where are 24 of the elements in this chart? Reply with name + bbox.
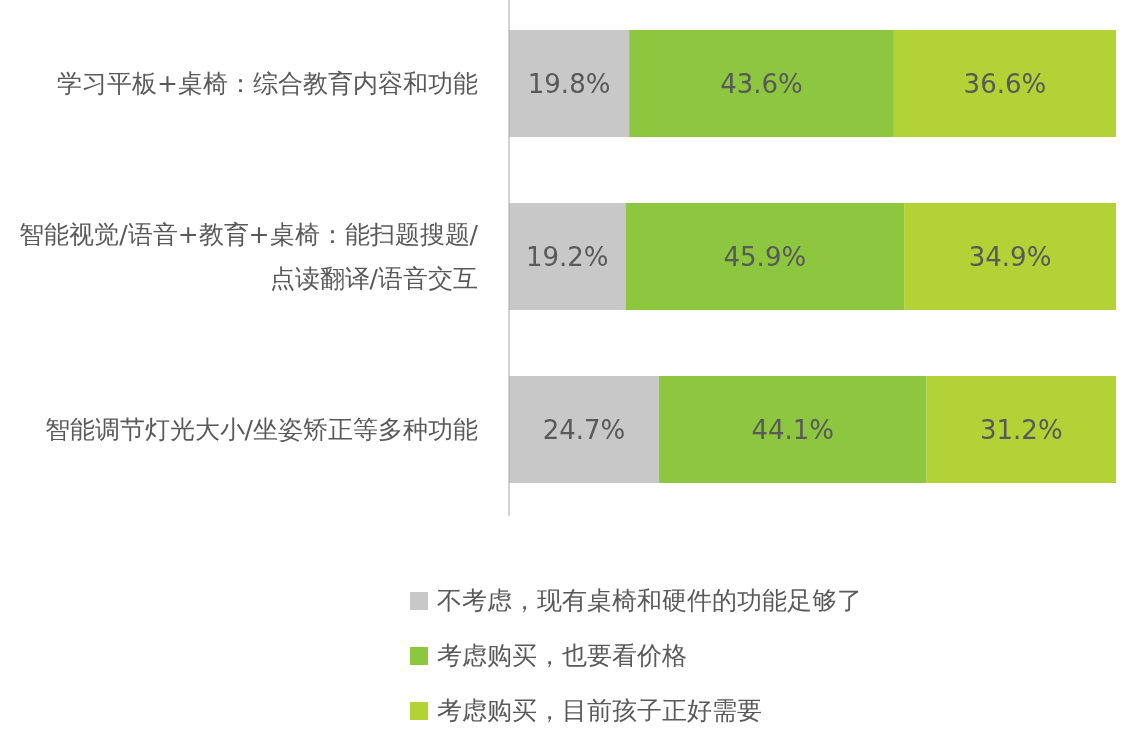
bar <box>509 203 626 310</box>
y-tick-label: 学习平板+桌椅：综合教育内容和功能 <box>56 67 478 100</box>
data-label: 19.2% <box>525 241 609 272</box>
bar <box>658 376 927 483</box>
bar <box>509 376 659 483</box>
bar <box>625 203 905 310</box>
legend-label: 不考虑，现有桌椅和硬件的功能足够了 <box>437 585 862 617</box>
legend-label: 考虑购买，也要看价格 <box>437 640 687 672</box>
data-label: 43.6% <box>720 68 803 99</box>
bar <box>926 376 1116 483</box>
bar <box>904 203 1116 310</box>
y-tick-label: 智能调节灯光大小/坐姿矫正等多种功能 <box>43 413 478 446</box>
data-label: 31.2% <box>980 414 1063 445</box>
data-label: 44.1% <box>751 414 835 445</box>
data-label: 34.9% <box>968 241 1052 272</box>
bar <box>893 30 1116 137</box>
data-label: 24.7% <box>542 414 626 445</box>
legend-label: 考虑购买，目前孩子正好需要 <box>437 695 762 727</box>
bar <box>629 30 894 137</box>
data-label: 19.8% <box>527 68 611 99</box>
data-label: 36.6% <box>963 68 1047 99</box>
data-label: 45.9% <box>723 241 807 272</box>
bar <box>509 30 630 137</box>
y-tick-label: 智能视觉/语音+教育+桌椅：能扫题搜题/点读翻译/语音交互 <box>18 218 478 295</box>
